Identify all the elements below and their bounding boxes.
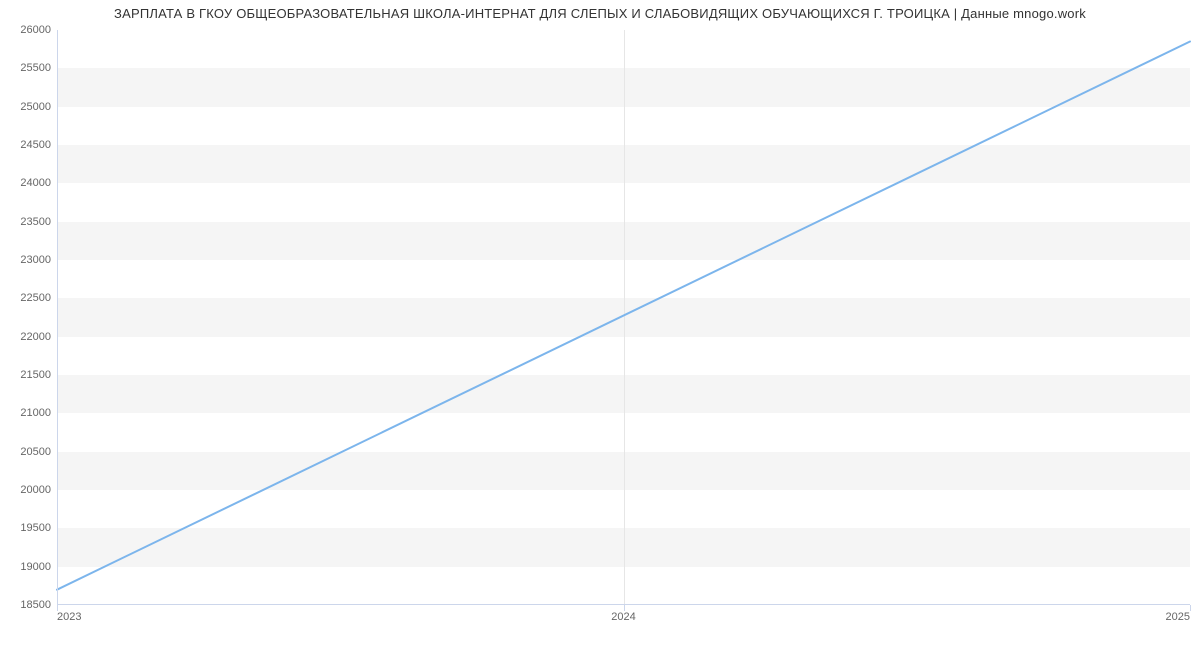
x-tick-mark (1190, 605, 1191, 611)
chart-title: ЗАРПЛАТА В ГКОУ ОБЩЕОБРАЗОВАТЕЛЬНАЯ ШКОЛ… (0, 6, 1200, 21)
plot-area: 1850019000195002000020500210002150022000… (57, 30, 1190, 605)
chart-container: { "chart": { "type": "line", "title": "З… (0, 0, 1200, 650)
y-tick-label: 19500 (20, 522, 51, 534)
y-tick-label: 23000 (20, 254, 51, 266)
series-line (57, 42, 1190, 590)
y-tick-label: 20500 (20, 446, 51, 458)
y-tick-label: 24000 (20, 177, 51, 189)
y-tick-label: 24500 (20, 139, 51, 151)
y-tick-label: 21000 (20, 407, 51, 419)
y-tick-label: 25000 (20, 101, 51, 113)
y-tick-label: 21500 (20, 369, 51, 381)
y-tick-label: 19000 (20, 561, 51, 573)
x-tick-label: 2025 (1166, 611, 1190, 623)
y-tick-label: 23500 (20, 216, 51, 228)
y-tick-label: 25500 (20, 62, 51, 74)
x-tick-label: 2023 (57, 611, 81, 623)
x-tick-label: 2024 (611, 611, 635, 623)
y-tick-label: 20000 (20, 484, 51, 496)
y-tick-label: 18500 (20, 599, 51, 611)
y-tick-label: 22500 (20, 292, 51, 304)
y-tick-label: 22000 (20, 331, 51, 343)
y-tick-label: 26000 (20, 24, 51, 36)
line-series-layer (57, 30, 1190, 605)
